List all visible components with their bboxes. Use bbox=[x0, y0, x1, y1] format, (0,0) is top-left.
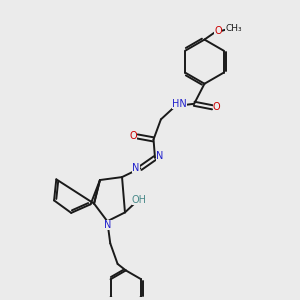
Text: CH₃: CH₃ bbox=[225, 24, 242, 33]
Text: OH: OH bbox=[132, 195, 147, 205]
Text: N: N bbox=[133, 163, 140, 173]
Text: HN: HN bbox=[172, 99, 187, 110]
Text: O: O bbox=[130, 131, 137, 141]
Text: O: O bbox=[214, 26, 222, 36]
Text: N: N bbox=[104, 220, 112, 230]
Text: O: O bbox=[213, 102, 220, 112]
Text: N: N bbox=[156, 151, 164, 160]
